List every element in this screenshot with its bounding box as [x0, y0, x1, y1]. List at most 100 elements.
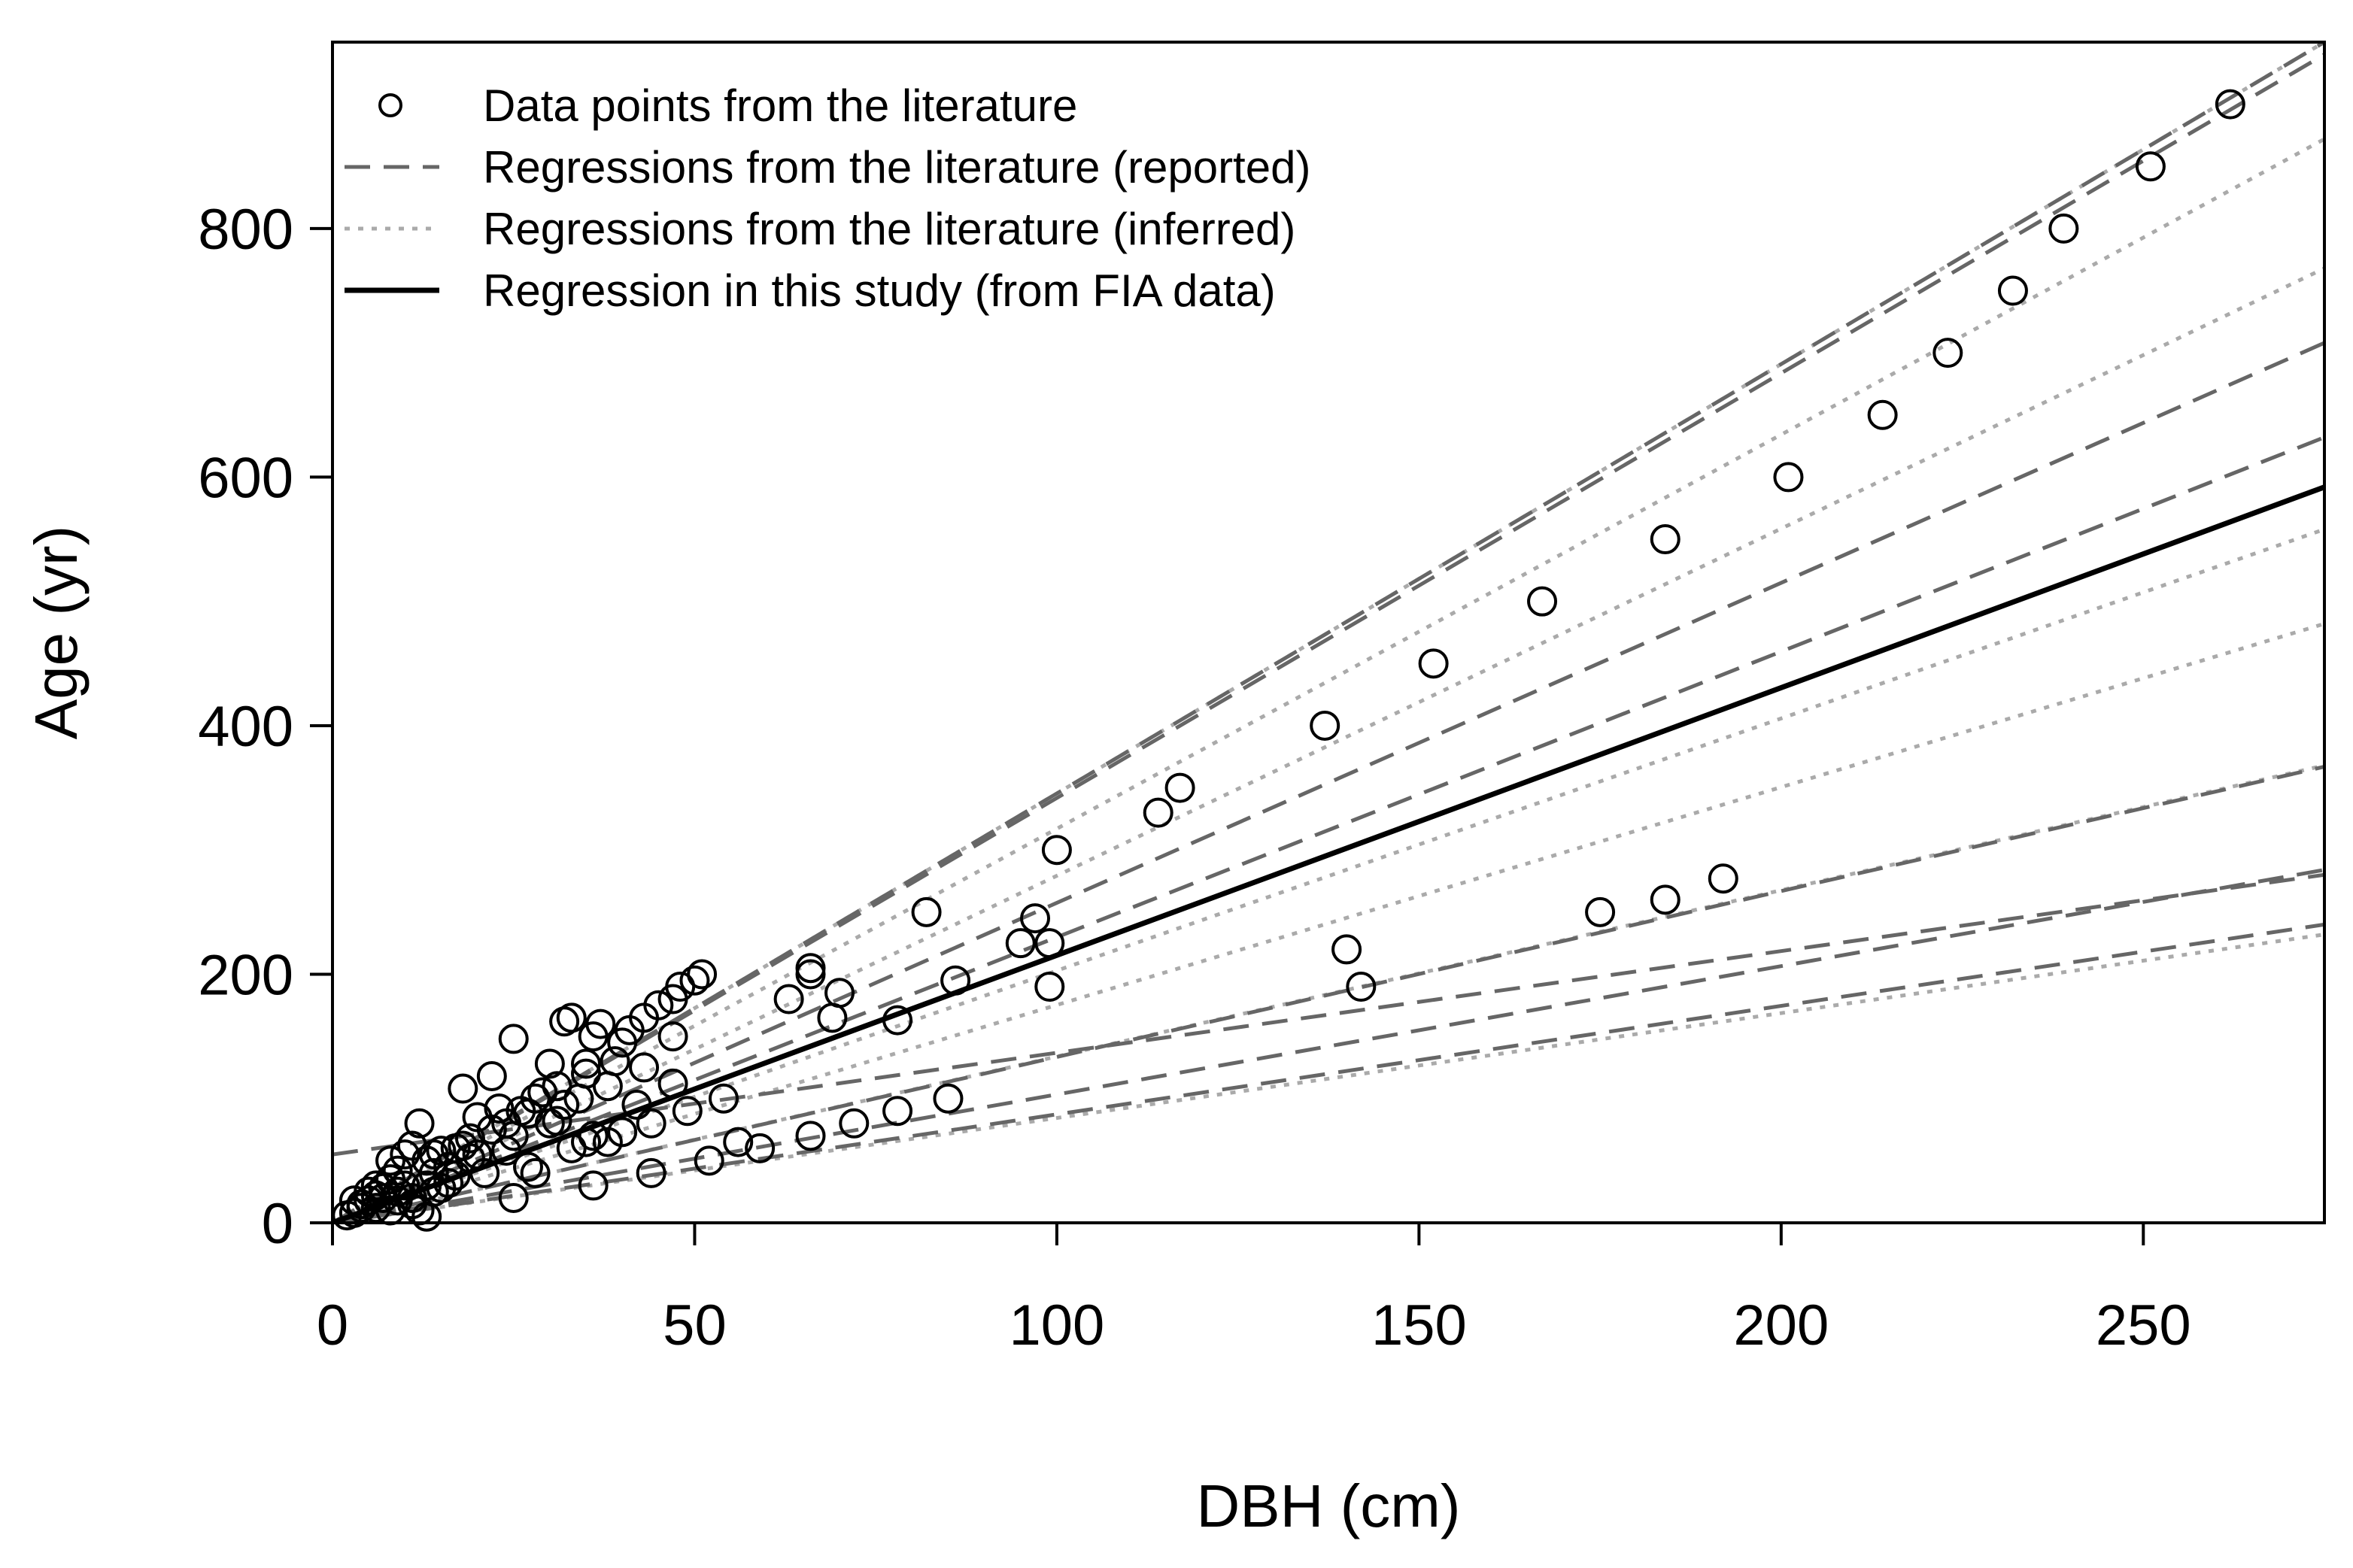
- data-point: [1585, 896, 1616, 927]
- data-point: [549, 1006, 580, 1037]
- data-point: [396, 1130, 427, 1161]
- data-point: [2135, 151, 2166, 182]
- data-point: [534, 1048, 565, 1079]
- data-point: [1418, 648, 1449, 679]
- regression-reported-line: [332, 765, 2324, 1223]
- regression-reported-line: [332, 341, 2324, 1223]
- data-point: [1331, 934, 1362, 965]
- x-tick-label: 250: [2096, 1294, 2191, 1357]
- data-point: [1708, 863, 1738, 894]
- legend-item-inferred: Regressions from the literature (inferre…: [345, 204, 1295, 254]
- x-axis: 0 50 100 150 200 250: [317, 1221, 2191, 1357]
- data-point: [1041, 835, 1072, 866]
- data-point: [476, 1060, 507, 1091]
- legend-item-this-study: Regression in this study (from FIA data): [345, 265, 1276, 316]
- y-tick-label: 400: [198, 695, 293, 759]
- data-point: [448, 1073, 478, 1104]
- data-point: [636, 1108, 666, 1139]
- data-point: [839, 1108, 870, 1139]
- data-point: [404, 1108, 435, 1139]
- y-tick-label: 0: [262, 1192, 293, 1256]
- data-point: [498, 1182, 529, 1213]
- data-point: [578, 1121, 609, 1151]
- data-point: [578, 1170, 609, 1201]
- data-point: [882, 1005, 913, 1036]
- data-point: [1005, 928, 1036, 959]
- regression-inferred-line: [332, 622, 2324, 1223]
- data-point: [1650, 884, 1680, 915]
- legend-item-reported: Regressions from the literature (reporte…: [345, 142, 1310, 193]
- regression-reported-line: [332, 53, 2324, 1223]
- x-tick-label: 0: [317, 1294, 348, 1357]
- data-point: [795, 953, 826, 984]
- x-tick-label: 50: [663, 1294, 727, 1357]
- data-point: [817, 1002, 848, 1033]
- data-point: [723, 1127, 754, 1157]
- data-point: [382, 1176, 413, 1207]
- data-point: [2048, 213, 2079, 244]
- data-point: [745, 1133, 776, 1163]
- data-point: [911, 896, 942, 927]
- data-point: [549, 1090, 580, 1120]
- data-point: [1773, 462, 1804, 493]
- data-point: [1143, 797, 1173, 828]
- data-point: [679, 965, 710, 996]
- data-point: [882, 1096, 913, 1127]
- data-point: [1034, 972, 1065, 1002]
- data-point: [418, 1157, 449, 1188]
- data-point: [520, 1157, 551, 1188]
- data-point: [476, 1115, 507, 1145]
- data-point: [621, 1090, 652, 1120]
- data-point: [1867, 399, 1898, 430]
- legend-label-this-study: Regression in this study (from FIA data): [483, 265, 1276, 316]
- data-point: [433, 1151, 464, 1182]
- legend-item-points: Data points from the literature: [378, 80, 1077, 131]
- data-point: [512, 1151, 543, 1182]
- data-point: [375, 1145, 406, 1176]
- regression-reported-line: [332, 868, 2324, 1223]
- y-axis: 0 200 400 600 800: [198, 198, 334, 1256]
- regression-inferred-line: [332, 266, 2324, 1223]
- data-point: [933, 1083, 964, 1114]
- data-point: [629, 1052, 660, 1083]
- data-point: [694, 1145, 724, 1176]
- data-point: [1164, 772, 1195, 803]
- data-point: [563, 1083, 594, 1114]
- regression-this-study-line: [332, 484, 2324, 1223]
- data-point: [578, 1021, 609, 1052]
- data-point: [339, 1185, 369, 1216]
- x-tick-label: 100: [1010, 1294, 1105, 1357]
- regression-inferred-line: [332, 763, 2324, 1223]
- y-axis-title: Age (yr): [23, 526, 90, 740]
- y-tick-label: 200: [198, 943, 293, 1007]
- data-point: [1650, 524, 1680, 555]
- data-point: [773, 984, 804, 1014]
- legend-label-reported: Regressions from the literature (reporte…: [483, 142, 1310, 193]
- x-tick-label: 150: [1371, 1294, 1467, 1357]
- data-point: [571, 1127, 602, 1157]
- data-point: [1020, 903, 1051, 934]
- legend-label-inferred: Regressions from the literature (inferre…: [483, 204, 1295, 254]
- data-point: [1997, 275, 2028, 306]
- data-point: [484, 1093, 515, 1124]
- data-point: [1527, 586, 1558, 617]
- data-point: [607, 1027, 638, 1058]
- data-point: [795, 959, 826, 990]
- data-point: [708, 1083, 739, 1114]
- x-tick-label: 200: [1733, 1294, 1829, 1357]
- data-point: [657, 984, 688, 1014]
- regression-reported-line: [332, 435, 2324, 1223]
- regression-reported-line: [332, 872, 2324, 1157]
- data-point: [491, 1108, 522, 1139]
- data-point: [390, 1139, 421, 1170]
- data-point: [607, 1117, 638, 1148]
- regression-lines: [332, 42, 2324, 1223]
- regression-inferred-line: [332, 933, 2324, 1223]
- data-point: [1346, 972, 1377, 1002]
- data-point: [657, 1021, 688, 1052]
- x-axis-title: DBH (cm): [1196, 1472, 1460, 1539]
- y-tick-label: 600: [198, 446, 293, 510]
- data-point: [636, 1157, 666, 1188]
- data-point: [571, 1048, 602, 1079]
